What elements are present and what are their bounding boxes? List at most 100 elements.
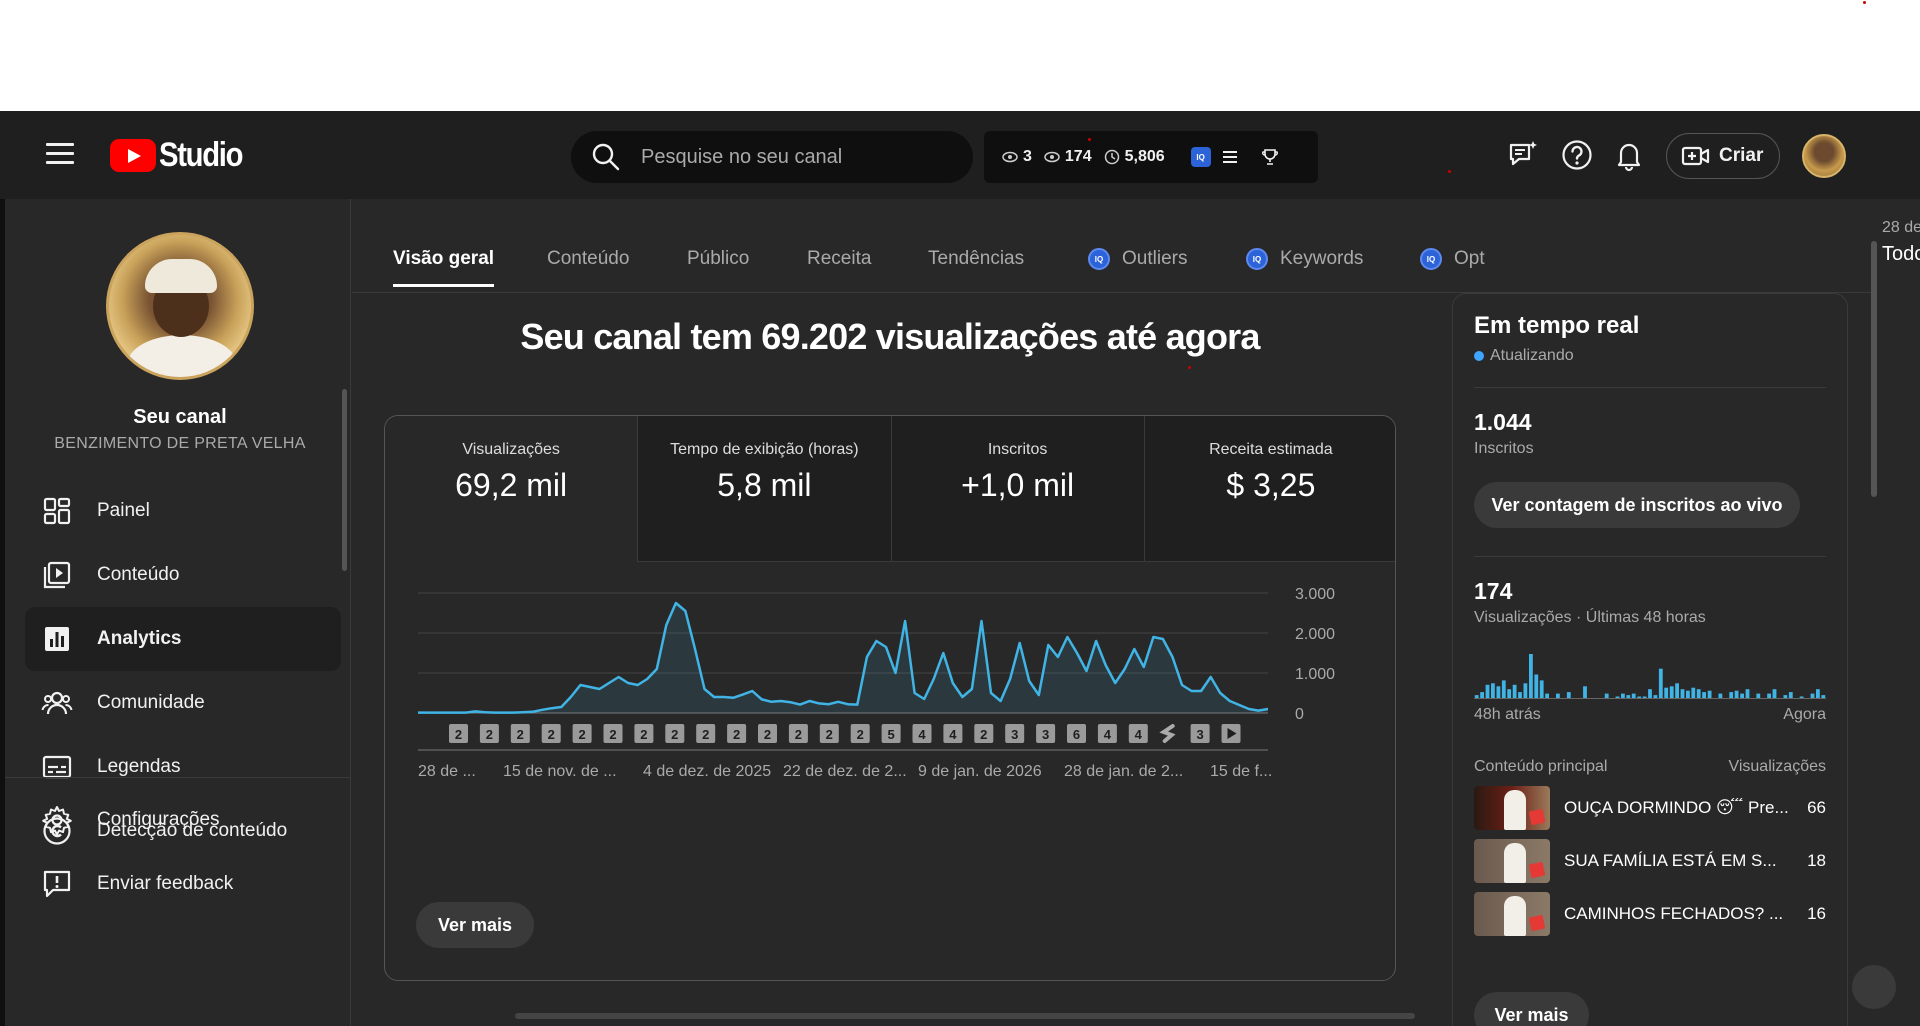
realtime-bar — [1621, 693, 1625, 698]
tab-visao-geral[interactable]: Visão geral — [393, 248, 495, 287]
sidebar-item-comunidade[interactable]: Comunidade — [25, 671, 341, 735]
main-scrollbar[interactable] — [1871, 241, 1877, 497]
dashboard-icon — [43, 497, 71, 525]
sidebar-bottom-nav: Configurações Enviar feedback — [5, 777, 351, 916]
sidebar-item-painel[interactable]: Painel — [25, 479, 341, 543]
tab-label: Keywords — [1280, 248, 1364, 269]
views-chart[interactable]: 3.000 2.000 1.000 0 2 2 2 2 2 2 2 2 2 2 2 2 2 2 5 4 4 2 3 3 6 4 4 3… — [385, 562, 1396, 892]
realtime-bar — [1501, 680, 1506, 698]
realtime-subs-label: Inscritos — [1474, 440, 1534, 457]
metric-watch-time[interactable]: Tempo de exibição (horas) 5,8 mil — [637, 416, 891, 562]
sidebar-item-feedback[interactable]: Enviar feedback — [25, 852, 341, 916]
realtime-bar — [1615, 696, 1620, 698]
tab-receita[interactable]: Receita — [807, 248, 872, 269]
realtime-bar — [1718, 693, 1723, 698]
upload-marker — [788, 724, 808, 743]
realtime-bar — [1648, 689, 1652, 698]
see-more-button[interactable]: Ver mais — [416, 902, 534, 948]
search-box[interactable] — [571, 131, 973, 183]
upload-marker-count: 3 — [1042, 727, 1049, 742]
realtime-bar-chart[interactable] — [1474, 640, 1826, 700]
sidebar-scrollbar[interactable] — [342, 389, 347, 571]
divider — [1474, 556, 1826, 557]
realtime-bar — [1604, 693, 1609, 698]
metric-views[interactable]: Visualizações 69,2 mil — [385, 416, 638, 562]
tab-opt[interactable]: IQ Opt — [1420, 248, 1485, 270]
realtime-bar — [1556, 693, 1560, 698]
trophy-icon[interactable] — [1261, 148, 1279, 166]
tab-publico[interactable]: Público — [687, 248, 750, 269]
stat-watch-time: 5,806 — [1104, 148, 1165, 166]
comment-ai-icon[interactable] — [1506, 138, 1540, 172]
x-tick-label: 4 de dez. de 2025 — [643, 763, 771, 780]
play-icon — [1227, 728, 1237, 739]
realtime-bar — [1810, 693, 1815, 698]
realtime-bar — [1783, 695, 1788, 698]
analytics-tabs: Visão geral Conteúdo Público Receita Ten… — [352, 199, 1920, 293]
studio-app: Studio 3 174 5,806 IQ — [0, 111, 1920, 1026]
video-views: 18 — [1807, 851, 1826, 870]
horizontal-scrollbar[interactable] — [515, 1013, 1415, 1019]
list-icon[interactable] — [1222, 148, 1237, 166]
menu-icon[interactable] — [46, 143, 74, 165]
studio-logo[interactable]: Studio — [110, 136, 256, 174]
top-header: Studio 3 174 5,806 IQ — [0, 111, 1920, 199]
realtime-status-text: Atualizando — [1490, 347, 1574, 364]
sidebar-item-configuracoes[interactable]: Configurações — [25, 788, 341, 852]
realtime-bar — [1707, 690, 1712, 698]
channel-avatar[interactable] — [106, 232, 254, 380]
tab-tendencias[interactable]: Tendências — [928, 248, 1025, 269]
tab-keywords[interactable]: IQ Keywords — [1246, 248, 1363, 270]
live-subscriber-count-button[interactable]: Ver contagem de inscritos ao vivo — [1474, 482, 1800, 528]
sidebar-item-analytics[interactable]: Analytics — [25, 607, 341, 671]
artifact-dot — [1863, 1, 1866, 4]
realtime-bar — [1799, 696, 1804, 698]
x-tick-label: 9 de jan. de 2026 — [918, 763, 1042, 780]
metric-revenue[interactable]: Receita estimada $ 3,25 — [1143, 416, 1395, 562]
upload-marker-count: 2 — [795, 727, 802, 742]
list-item[interactable]: OUÇA DORMINDO 😴 Pre... 66 — [1474, 785, 1826, 831]
help-icon[interactable] — [1560, 138, 1594, 172]
sidebar-item-label: Painel — [97, 500, 150, 521]
upload-marker-count: 2 — [764, 727, 771, 742]
artifact-dot — [1088, 138, 1091, 141]
realtime-panel: Em tempo real Atualizando 1.044 Inscrito… — [1452, 293, 1848, 1026]
realtime-see-more-button[interactable]: Ver mais — [1474, 992, 1589, 1026]
video-title: CAMINHOS FECHADOS? ... — [1564, 904, 1784, 923]
video-title: SUA FAMÍLIA ESTÁ EM S... — [1564, 851, 1777, 870]
upload-marker-count: 2 — [671, 727, 678, 742]
list-item[interactable]: CAMINHOS FECHADOS? ... 16 — [1474, 891, 1826, 937]
create-label: Criar — [1719, 145, 1764, 166]
realtime-bar — [1756, 693, 1761, 698]
account-avatar[interactable] — [1802, 134, 1846, 178]
x-tick-label: 22 de dez. de 2... — [783, 763, 907, 780]
upload-marker-count: 4 — [1135, 727, 1143, 742]
y-tick-label: 2.000 — [1295, 626, 1335, 643]
create-button[interactable]: Criar — [1666, 133, 1780, 179]
realtime-bar — [1686, 690, 1690, 698]
metric-subscribers[interactable]: Inscritos +1,0 mil — [890, 416, 1144, 562]
metric-tabs: Visualizações 69,2 mil Tempo de exibição… — [385, 416, 1395, 562]
realtime-bar — [1702, 692, 1706, 698]
search-input[interactable] — [641, 145, 941, 169]
floating-button[interactable] — [1852, 965, 1896, 1009]
tab-conteudo[interactable]: Conteúdo — [547, 248, 630, 269]
search-icon — [592, 143, 620, 171]
realtime-bar — [1631, 693, 1636, 698]
clock-icon — [1104, 149, 1119, 165]
upload-marker-count: 2 — [548, 727, 555, 742]
notifications-bell-icon[interactable] — [1612, 138, 1646, 172]
realtime-bar — [1474, 695, 1479, 698]
sidebar-item-conteudo[interactable]: Conteúdo — [25, 543, 341, 607]
upload-marker — [819, 724, 839, 743]
sidebar-item-label: Analytics — [97, 628, 182, 649]
list-item[interactable]: SUA FAMÍLIA ESTÁ EM S... 18 — [1474, 838, 1826, 884]
date-range-picker[interactable]: 28 de out. de 2025 – 15 de fev. ... Todo… — [1882, 219, 1920, 266]
realtime-bar — [1566, 692, 1571, 698]
realtime-bar — [1485, 684, 1490, 698]
sidebar-item-label: Enviar feedback — [97, 873, 234, 894]
upload-marker-count: 2 — [486, 727, 493, 742]
upload-marker-count: 2 — [826, 727, 833, 742]
tab-outliers[interactable]: IQ Outliers — [1088, 248, 1187, 270]
vidiq-icon[interactable]: IQ — [1190, 147, 1211, 167]
